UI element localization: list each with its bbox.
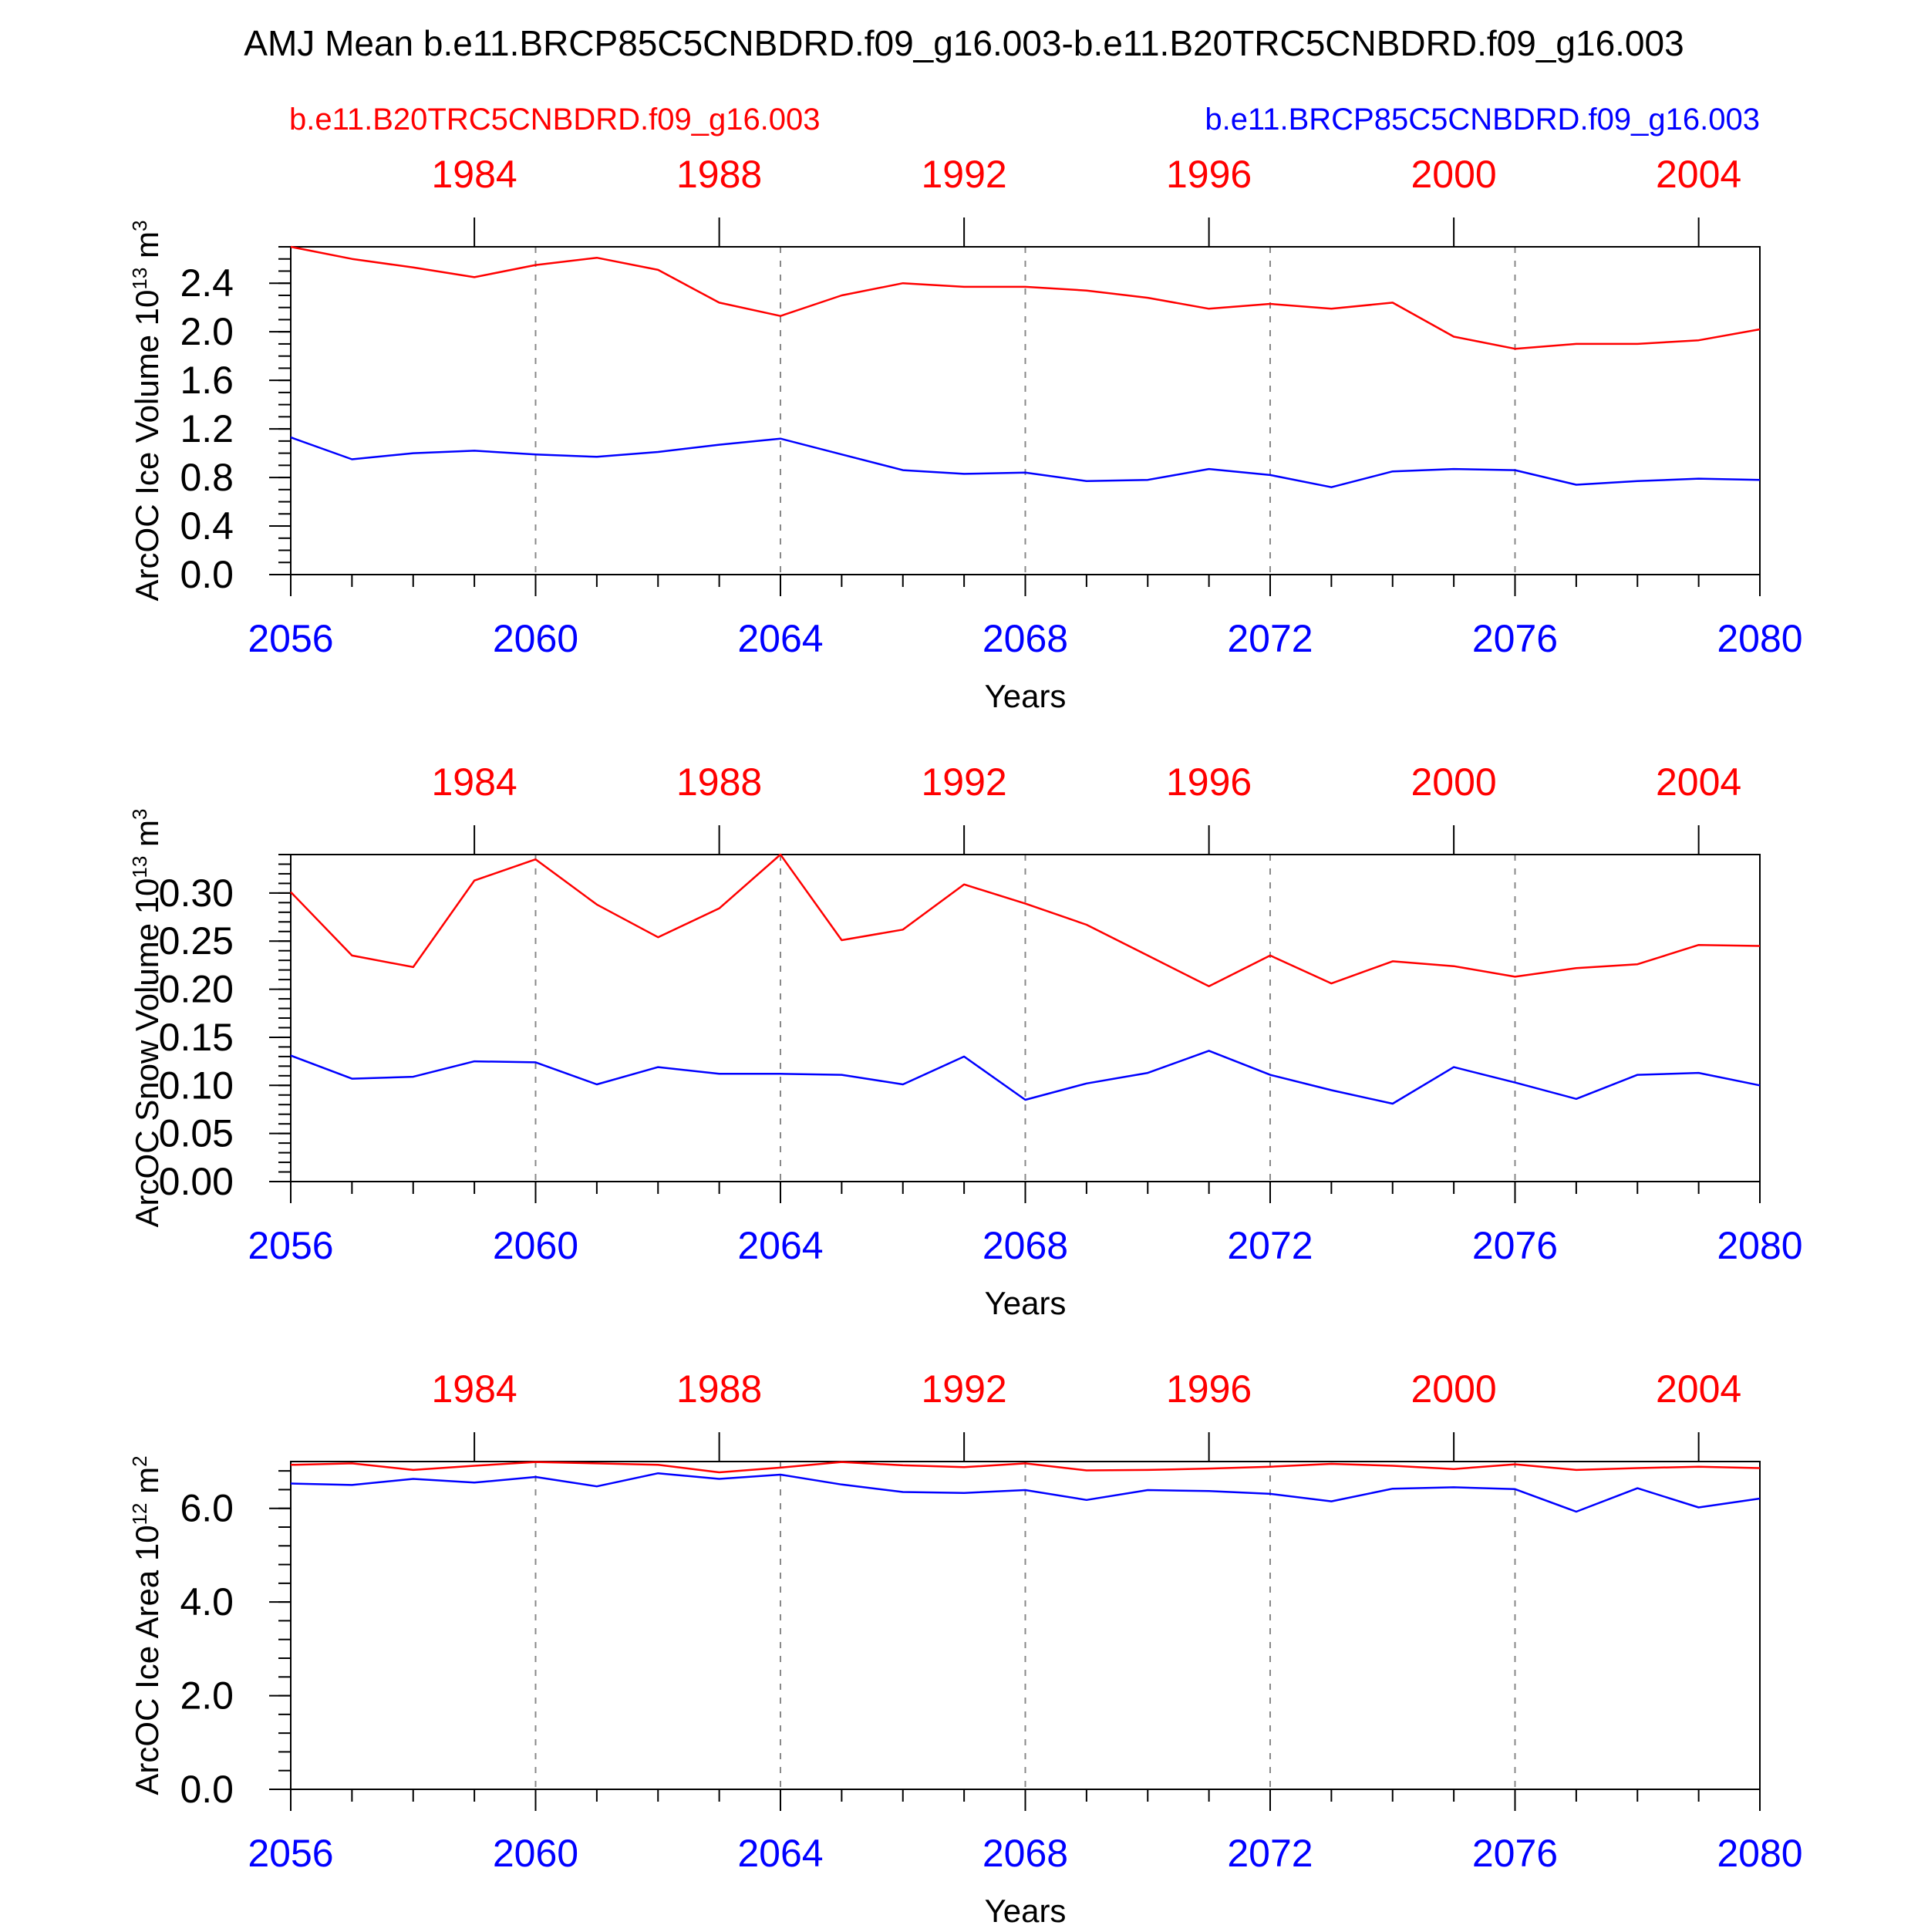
series-line-red	[290, 245, 1761, 350]
y-tick-label: 0.4	[180, 504, 234, 548]
x-tick-label-top: 1996	[1166, 1367, 1252, 1411]
x-tick-label-top: 1996	[1166, 760, 1252, 804]
x-tick-label-bottom: 2060	[493, 617, 578, 660]
series-line-blue	[290, 1050, 1761, 1105]
x-tick-label-top: 1992	[922, 153, 1007, 196]
x-tick-label-bottom: 2064	[737, 617, 823, 660]
y-tick-label: 0.0	[180, 553, 234, 596]
x-tick-label-top: 1992	[922, 760, 1007, 804]
panels-group: 2056 2060 2064 2068 2072 2076 2080 1984 1988 1992…	[128, 153, 1803, 1929]
x-tick-label-top: 2004	[1656, 760, 1741, 804]
x-tick-label-bottom: 2064	[737, 1832, 823, 1875]
x-tick-label-bottom: 2068	[983, 1224, 1068, 1267]
x-tick-label-bottom: 2072	[1227, 1224, 1313, 1267]
x-tick-label-bottom: 2056	[248, 617, 333, 660]
y-tick-label: 2.0	[180, 310, 234, 353]
y-tick-label: 0.00	[159, 1160, 234, 1203]
x-tick-label-top: 1984	[432, 760, 517, 804]
x-tick-label-top: 1984	[432, 153, 517, 196]
x-tick-label-bottom: 2076	[1472, 617, 1558, 660]
y-tick-label: 4.0	[180, 1580, 234, 1623]
x-tick-label-bottom: 2072	[1227, 1832, 1313, 1875]
x-tick-label-top: 2004	[1656, 1367, 1741, 1411]
figure-title: AMJ Mean b.e11.BRCP85C5CNBDRD.f09_g16.00…	[244, 23, 1684, 63]
x-tick-label-bottom: 2060	[493, 1832, 578, 1875]
y-tick-label: 0.10	[159, 1064, 234, 1107]
y-tick-label: 2.4	[180, 261, 234, 305]
y-axis-label: ArcOC Snow Volume 1013 m3	[128, 809, 165, 1228]
y-tick-label: 0.25	[159, 919, 234, 963]
x-tick-label-bottom: 2056	[248, 1224, 333, 1267]
legend-label-blue: b.e11.BRCP85C5CNBDRD.f09_g16.003	[1205, 103, 1760, 137]
y-tick-label: 2.0	[180, 1674, 234, 1718]
x-axis-label: Years	[985, 678, 1067, 714]
series-line-red	[290, 853, 1761, 988]
x-tick-label-top: 1988	[676, 1367, 762, 1411]
x-tick-label-bottom: 2076	[1472, 1832, 1558, 1875]
x-tick-label-bottom: 2080	[1717, 617, 1802, 660]
x-tick-label-top: 2004	[1656, 153, 1741, 196]
y-tick-label: 0.20	[159, 968, 234, 1011]
chart-panel-3: 2056 2060 2064 2068 2072 2076 2080 1984 1988 1992…	[128, 1367, 1803, 1929]
x-tick-label-top: 2000	[1411, 153, 1497, 196]
x-tick-label-bottom: 2072	[1227, 617, 1313, 660]
x-axis-label: Years	[985, 1893, 1067, 1928]
x-tick-label-bottom: 2060	[493, 1224, 578, 1267]
y-tick-label: 0.0	[180, 1768, 234, 1811]
y-axis-label: ArcOC Ice Volume 1013 m3	[128, 221, 165, 602]
y-tick-label: 0.05	[159, 1112, 234, 1155]
x-tick-label-top: 2000	[1411, 1367, 1497, 1411]
y-tick-label: 1.6	[180, 359, 234, 402]
x-tick-label-top: 2000	[1411, 760, 1497, 804]
x-tick-label-top: 1996	[1166, 153, 1252, 196]
series-line-blue	[290, 436, 1761, 488]
y-axis-label: ArcOC Ice Area 1012 m2	[128, 1455, 165, 1795]
chart-panel-1: 2056 2060 2064 2068 2072 2076 2080 1984 1988 1992…	[128, 153, 1803, 714]
y-tick-label: 0.8	[180, 456, 234, 499]
x-tick-label-bottom: 2068	[983, 1832, 1068, 1875]
x-tick-label-bottom: 2080	[1717, 1224, 1802, 1267]
y-tick-label: 1.2	[180, 407, 234, 450]
x-tick-label-bottom: 2076	[1472, 1224, 1558, 1267]
x-tick-label-top: 1984	[432, 1367, 517, 1411]
x-tick-label-top: 1988	[676, 760, 762, 804]
series-line-blue	[290, 1472, 1761, 1513]
series-line-red	[290, 1461, 1761, 1474]
x-tick-label-bottom: 2056	[248, 1832, 333, 1875]
x-tick-label-bottom: 2068	[983, 617, 1068, 660]
x-tick-label-top: 1992	[922, 1367, 1007, 1411]
x-tick-label-bottom: 2064	[737, 1224, 823, 1267]
y-tick-label: 0.30	[159, 872, 234, 915]
x-tick-label-top: 1988	[676, 153, 762, 196]
chart-panel-2: 2056 2060 2064 2068 2072 2076 2080 1984 1988 1992…	[128, 760, 1803, 1321]
x-axis-label: Years	[985, 1285, 1067, 1321]
y-tick-label: 0.15	[159, 1016, 234, 1059]
y-tick-label: 6.0	[180, 1487, 234, 1530]
x-tick-label-bottom: 2080	[1717, 1832, 1802, 1875]
legend-label-red: b.e11.B20TRC5CNBDRD.f09_g16.003	[289, 103, 821, 137]
